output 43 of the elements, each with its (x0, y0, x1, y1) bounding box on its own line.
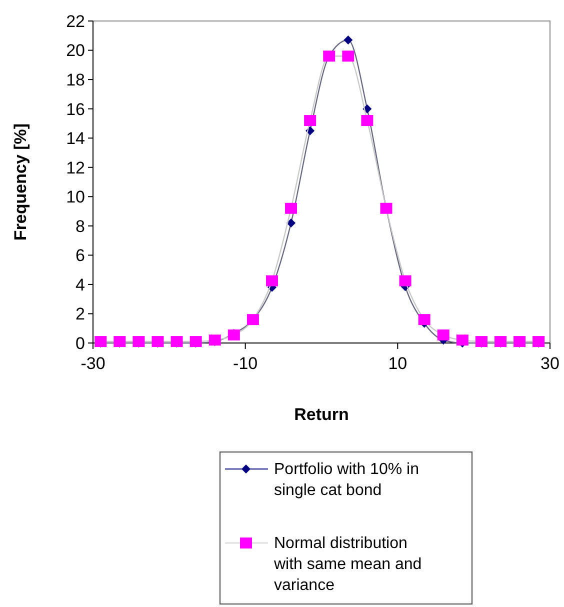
y-tick-label: 0 (76, 334, 85, 353)
point (132, 336, 145, 348)
y-tick-label: 6 (76, 246, 85, 266)
point (494, 336, 506, 348)
point (266, 275, 278, 286)
y-tick-label: 18 (66, 70, 85, 90)
x-tick-label: 30 (540, 354, 560, 373)
x-tick-label: -30 (80, 354, 106, 373)
point (208, 334, 221, 346)
point (456, 334, 468, 346)
y-tick-label: 10 (66, 188, 85, 207)
point (361, 115, 374, 126)
point (304, 115, 316, 126)
x-tick-label: -10 (233, 354, 258, 373)
point (114, 336, 126, 348)
point (190, 336, 202, 348)
y-tick-label: 4 (76, 275, 85, 294)
x-axis-title: Return (294, 405, 349, 424)
y-tick-label: 22 (66, 12, 85, 31)
point (342, 50, 354, 62)
point (170, 336, 183, 348)
point (286, 218, 296, 228)
legend-label: Portfolio with 10% in single cat bond (274, 461, 419, 499)
y-tick-label: 20 (66, 41, 85, 60)
point (228, 329, 240, 340)
legend-label: Normal distribution with same mean and variance (273, 535, 422, 594)
point (437, 329, 450, 340)
point (94, 336, 107, 348)
point (475, 336, 488, 348)
y-tick-label: 8 (76, 216, 85, 236)
point (285, 202, 298, 214)
y-axis-title: Frequency [%] (11, 123, 30, 241)
x-tick-label: 10 (388, 354, 408, 373)
point (418, 314, 430, 326)
y-tick-label: 16 (66, 100, 85, 119)
y-tick-label: 14 (66, 129, 85, 148)
point (344, 36, 353, 45)
y-tick-label: 2 (76, 304, 85, 324)
point (152, 336, 164, 348)
y-tick-label: 12 (66, 158, 85, 178)
point (514, 336, 526, 348)
point (532, 336, 545, 348)
point (399, 275, 412, 286)
